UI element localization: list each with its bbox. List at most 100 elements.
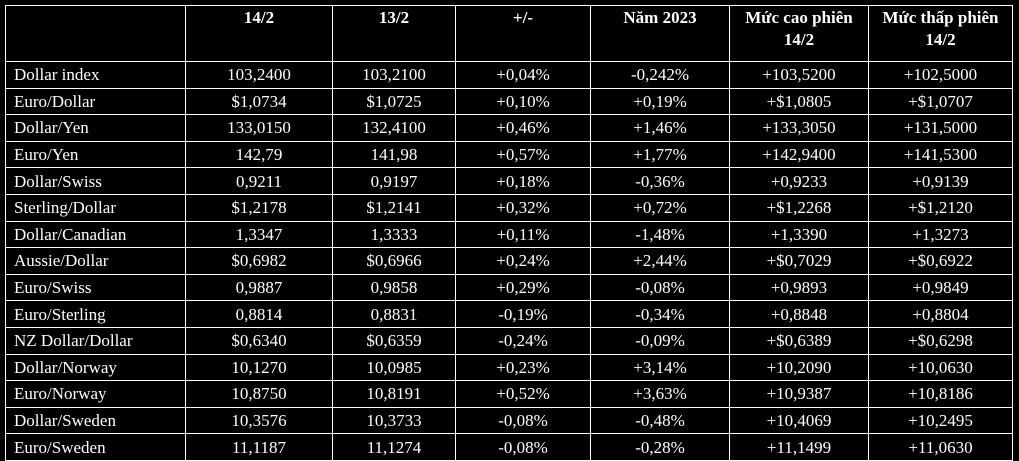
change-percent: -0,19% [455,300,591,328]
year-2023-change: -0,08% [590,273,730,302]
pair-name: Aussie/Dollar [5,247,186,275]
header-year-2023: Năm 2023 [590,5,730,62]
change-percent: +0,04% [455,61,591,89]
header-date-14-2: 14/2 [185,5,333,62]
change-percent: -0,08% [455,433,591,461]
rate-13-2: 11,1274 [332,433,456,461]
table-row: Euro/Sterling 0,8814 0,8831 -0,19% -0,34% +0,… [5,300,1013,328]
rate-14-2: 10,1270 [185,353,333,382]
rate-13-2: $0,6359 [332,326,456,355]
change-percent: +0,10% [455,87,591,116]
pair-name: Euro/Swiss [5,273,186,302]
header-change: +/- [455,5,591,62]
year-2023-change: +0,19% [590,87,730,116]
pair-name: Euro/Dollar [5,87,186,116]
session-low: +131,5000 [868,114,1013,142]
rate-14-2: $0,6340 [185,326,333,355]
change-percent: -0,08% [455,406,591,435]
change-percent: +0,23% [455,353,591,382]
session-low: +10,0630 [868,353,1013,382]
session-low: +0,9849 [868,273,1013,302]
rate-13-2: 0,8831 [332,300,456,328]
rate-14-2: 133,0150 [185,114,333,142]
rate-14-2: 0,9887 [185,273,333,302]
session-high: +1,3390 [729,220,869,249]
change-percent: +0,11% [455,220,591,249]
session-high: +0,8848 [729,300,869,328]
session-high: +10,2090 [729,353,869,382]
session-high: +103,5200 [729,61,869,89]
table-row: NZ Dollar/Dollar $0,6340 $0,6359 -0,24% -0,0… [5,326,1013,355]
rate-13-2: $1,0725 [332,87,456,116]
header-pair [5,5,186,62]
rate-14-2: 142,79 [185,140,333,169]
rate-14-2: 10,8750 [185,380,333,408]
change-percent: +0,46% [455,114,591,142]
change-percent: +0,18% [455,167,591,195]
pair-name: Sterling/Dollar [5,193,186,222]
rate-13-2: 141,98 [332,140,456,169]
table-row: Euro/Yen 142,79 141,98 +0,57% +1,77% +142,940… [5,140,1013,169]
session-high: +$0,6389 [729,326,869,355]
year-2023-change: -0,34% [590,300,730,328]
session-low: +0,8804 [868,300,1013,328]
table-row: Euro/Swiss 0,9887 0,9858 +0,29% -0,08% +0,989… [5,273,1013,302]
exchange-rate-table: 14/2 13/2 +/- Năm 2023 Mức cao phiên 14/… [5,5,1013,461]
rate-14-2: 0,9211 [185,167,333,195]
pair-name: Dollar index [5,61,186,89]
header-date-13-2: 13/2 [332,5,456,62]
session-low: +$0,6922 [868,247,1013,275]
table-row: Dollar index 103,2400 103,2100 +0,04% -0,242… [5,61,1013,89]
session-high: +133,3050 [729,114,869,142]
table-row: Dollar/Canadian 1,3347 1,3333 +0,11% -1,48% +… [5,220,1013,249]
pair-name: Euro/Yen [5,140,186,169]
year-2023-change: -0,28% [590,433,730,461]
pair-name: Dollar/Norway [5,353,186,382]
table-row: Dollar/Norway 10,1270 10,0985 +0,23% +3,14% +… [5,353,1013,382]
header-session-high: Mức cao phiên 14/2 [729,5,869,62]
rate-14-2: $1,2178 [185,193,333,222]
year-2023-change: -0,48% [590,406,730,435]
change-percent: +0,57% [455,140,591,169]
session-low: +$1,2120 [868,193,1013,222]
year-2023-change: +1,77% [590,140,730,169]
year-2023-change: -0,09% [590,326,730,355]
rate-13-2: 0,9197 [332,167,456,195]
rate-14-2: 103,2400 [185,61,333,89]
rate-13-2: 10,3733 [332,406,456,435]
pair-name: Euro/Sterling [5,300,186,328]
session-high: +142,9400 [729,140,869,169]
session-low: +$1,0707 [868,87,1013,116]
session-low: +10,2495 [868,406,1013,435]
session-low: +$0,6298 [868,326,1013,355]
pair-name: Euro/Norway [5,380,186,408]
session-high: +0,9233 [729,167,869,195]
year-2023-change: +3,14% [590,353,730,382]
rate-14-2: 0,8814 [185,300,333,328]
pair-name: NZ Dollar/Dollar [5,326,186,355]
header-session-low: Mức thấp phiên 14/2 [868,5,1013,62]
session-low: +1,3273 [868,220,1013,249]
change-percent: +0,52% [455,380,591,408]
change-percent: -0,24% [455,326,591,355]
table-header-row: 14/2 13/2 +/- Năm 2023 Mức cao phiên 14/… [5,5,1013,62]
rate-13-2: 1,3333 [332,220,456,249]
pair-name: Dollar/Canadian [5,220,186,249]
year-2023-change: -0,36% [590,167,730,195]
year-2023-change: +3,63% [590,380,730,408]
year-2023-change: +0,72% [590,193,730,222]
session-high: +$1,0805 [729,87,869,116]
session-low: +141,5300 [868,140,1013,169]
table-row: Aussie/Dollar $0,6982 $0,6966 +0,24% +2,44% +… [5,247,1013,275]
session-high: +0,9893 [729,273,869,302]
session-high: +$1,2268 [729,193,869,222]
pair-name: Dollar/Swiss [5,167,186,195]
year-2023-change: +1,46% [590,114,730,142]
rate-13-2: $1,2141 [332,193,456,222]
session-high: +11,1499 [729,433,869,461]
year-2023-change: +2,44% [590,247,730,275]
table-row: Dollar/Yen 133,0150 132,4100 +0,46% +1,46% +1… [5,114,1013,142]
rate-14-2: 10,3576 [185,406,333,435]
rate-13-2: 10,0985 [332,353,456,382]
table-row: Euro/Sweden 11,1187 11,1274 -0,08% -0,28% +11… [5,433,1013,461]
